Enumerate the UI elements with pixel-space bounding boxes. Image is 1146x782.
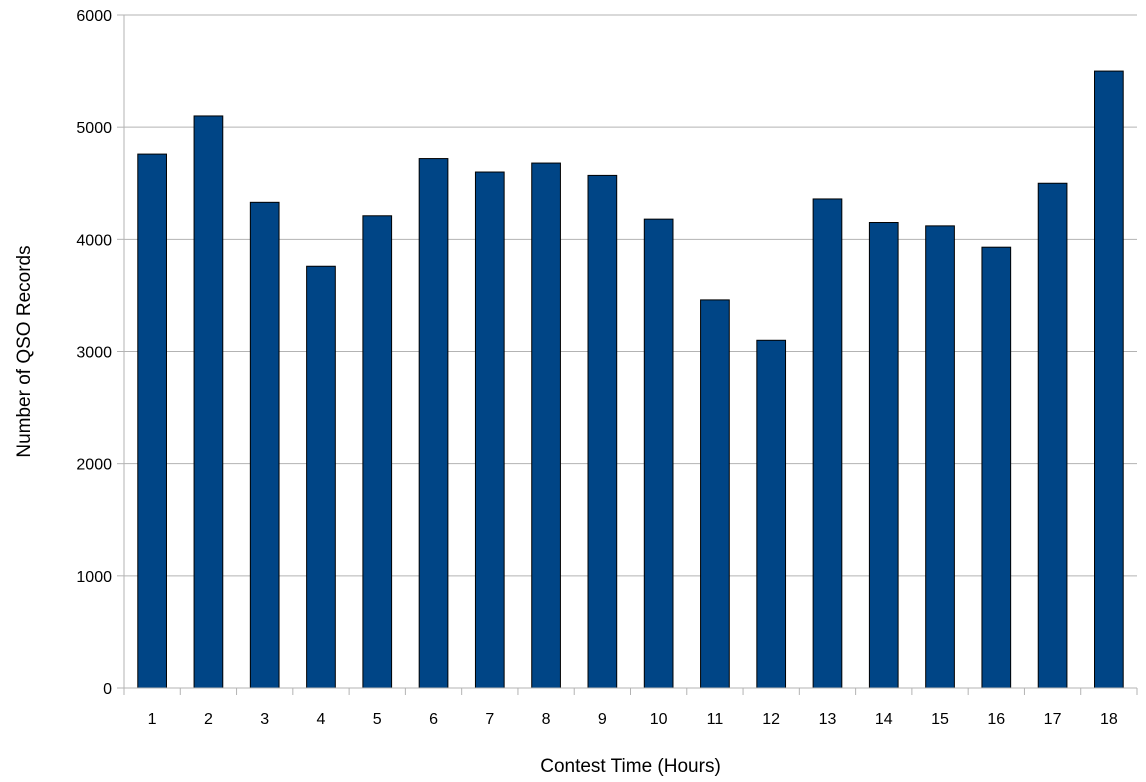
y-tick-label: 6000 — [76, 8, 112, 25]
bar-hour-9 — [587, 174, 618, 689]
bar-hour-12 — [756, 339, 787, 689]
x-axis-title: Contest Time (Hours) — [540, 756, 721, 777]
bar-hour-8 — [531, 162, 561, 689]
bar-hour-16 — [981, 246, 1012, 689]
x-tick-label: 17 — [1044, 711, 1062, 728]
y-tick-label: 3000 — [76, 345, 112, 362]
y-tick-label: 5000 — [76, 120, 112, 137]
x-tick-label: 10 — [650, 711, 668, 728]
bar-hour-18 — [1094, 70, 1124, 689]
gridlines — [124, 14, 1137, 577]
x-tick-labels: 1 2 3 4 5 6 7 8 9 10 11 12 13 14 15 16 17 18 — [148, 711, 1118, 728]
x-tick-label: 14 — [875, 711, 893, 728]
bar-hour-4 — [306, 265, 336, 689]
bar-hour-1 — [137, 153, 167, 689]
bar-hour-7 — [474, 171, 505, 689]
x-tick-label: 13 — [819, 711, 837, 728]
x-tick-label: 6 — [429, 711, 438, 728]
y-axis-title: Number of QSO Records — [14, 245, 35, 457]
y-tick-label: 1000 — [76, 569, 112, 586]
x-tick-label: 4 — [317, 711, 326, 728]
x-tick-label: 8 — [542, 711, 551, 728]
x-tick-label: 7 — [485, 711, 494, 728]
bar-hour-6 — [418, 158, 449, 689]
y-tick-label: 4000 — [76, 232, 112, 249]
bar-hour-5 — [362, 215, 393, 689]
x-tick-label: 1 — [148, 711, 157, 728]
bar-hour-17 — [1037, 182, 1068, 689]
x-tick-label: 11 — [707, 711, 724, 728]
y-tick-labels: 0 1000 2000 3000 4000 5000 6000 — [76, 8, 112, 698]
y-tick-label: 2000 — [76, 457, 112, 474]
x-tick-label: 16 — [987, 711, 1005, 728]
axes — [117, 14, 1138, 695]
bar-hour-14 — [868, 222, 899, 689]
x-tick-label: 12 — [762, 711, 780, 728]
bar-hour-3 — [249, 201, 280, 689]
y-tick-label: 0 — [103, 681, 112, 698]
bars — [137, 70, 1124, 689]
x-tick-label: 3 — [260, 711, 269, 728]
bar-hour-11 — [700, 299, 730, 689]
bar-hour-10 — [643, 218, 674, 689]
bar-hour-13 — [812, 198, 843, 689]
x-tick-label: 2 — [204, 711, 213, 728]
x-tick-label: 9 — [598, 711, 607, 728]
bar-hour-2 — [193, 115, 224, 689]
bar-hour-15 — [925, 225, 955, 689]
x-tick-label: 5 — [373, 711, 382, 728]
x-tick-label: 15 — [931, 711, 949, 728]
x-tick-label: 18 — [1100, 711, 1118, 728]
